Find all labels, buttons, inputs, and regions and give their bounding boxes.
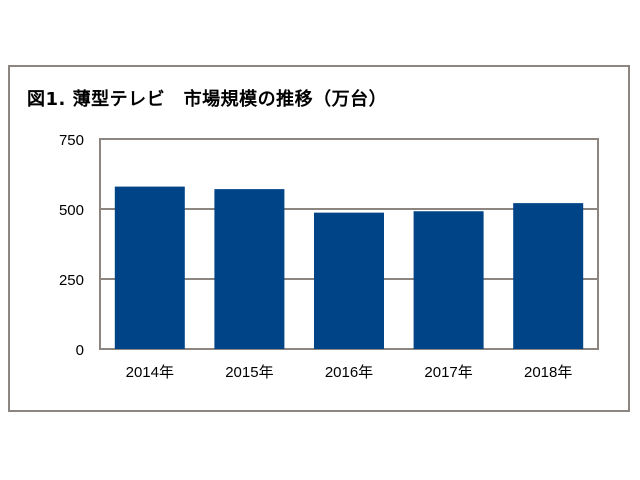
- y-tick-label: 250: [59, 272, 84, 289]
- x-tick-label: 2016年: [325, 364, 373, 381]
- bar-2017年: [413, 211, 484, 349]
- chart-frame: [8, 65, 630, 412]
- y-tick-label: 0: [76, 342, 84, 359]
- y-tick-label: 750: [59, 132, 84, 149]
- bar-2015年: [214, 189, 285, 349]
- x-tick-label: 2018年: [524, 364, 572, 381]
- x-tick-label: 2015年: [225, 364, 273, 381]
- x-tick-label: 2014年: [126, 364, 174, 381]
- y-tick-label: 500: [59, 202, 84, 219]
- bar-2014年: [114, 186, 185, 349]
- x-tick-label: 2017年: [424, 364, 472, 381]
- chart-title: 図1. 薄型テレビ 市場規模の推移（万台）: [27, 89, 388, 110]
- bar-2016年: [314, 212, 384, 349]
- bar-2018年: [513, 203, 584, 349]
